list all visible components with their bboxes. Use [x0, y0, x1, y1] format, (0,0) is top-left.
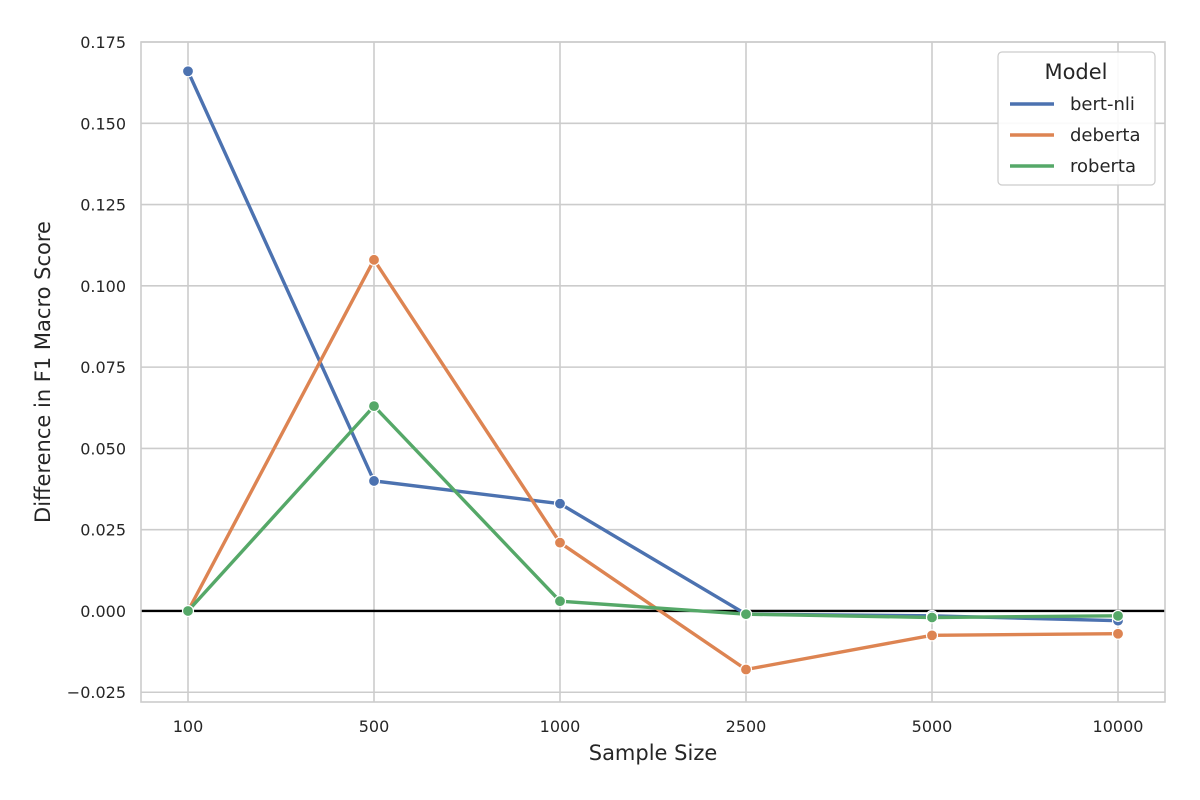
- data-point-deberta: [553, 536, 567, 549]
- legend-items: bert-nli deberta roberta: [1010, 94, 1141, 177]
- data-point-roberta: [739, 608, 753, 621]
- y-tick-label: 0.075: [80, 358, 126, 377]
- x-axis-title: Sample Size: [589, 741, 718, 765]
- plot-frame: [140, 41, 1166, 703]
- data-point-deberta: [367, 253, 381, 266]
- y-tick-label: 0.150: [80, 114, 126, 133]
- y-tick-label: 0.025: [80, 521, 126, 540]
- legend-label-deberta: deberta: [1070, 125, 1141, 146]
- y-tick-label: −0.025: [67, 683, 126, 702]
- data-point-roberta: [367, 400, 381, 413]
- data-point-roberta: [181, 604, 195, 618]
- data-point-roberta: [553, 595, 567, 608]
- y-tick-labels: −0.025 0.000 0.025 0.050 0.075 0.100 0.125 0.15…: [67, 33, 126, 702]
- data-point-deberta: [1111, 627, 1125, 640]
- series-line-roberta: [186, 404, 1120, 620]
- legend-label-roberta: roberta: [1070, 156, 1136, 177]
- series-bert-nli: [181, 65, 1125, 627]
- x-tick-label: 2500: [726, 717, 767, 736]
- x-tick-label: 100: [173, 717, 204, 736]
- y-tick-label: 0.175: [80, 33, 126, 52]
- x-tick-label: 5000: [912, 717, 953, 736]
- y-axis-title: Difference in F1 Macro Score: [31, 221, 55, 523]
- legend: Model bert-nli deberta roberta: [997, 51, 1156, 186]
- x-tick-label: 1000: [540, 717, 581, 736]
- data-point-bert-nli: [181, 65, 195, 78]
- data-point-roberta: [1111, 609, 1125, 622]
- legend-label-bert-nli: bert-nli: [1070, 94, 1135, 115]
- y-tick-label: 0.000: [80, 602, 126, 621]
- data-point-deberta: [739, 663, 753, 676]
- x-tick-labels: 100 500 1000 2500 5000 10000: [173, 717, 1144, 736]
- series-roberta: [181, 400, 1125, 624]
- data-point-bert-nli: [367, 474, 381, 488]
- grid-layer: [141, 41, 1165, 702]
- x-tick-label: 500: [359, 717, 390, 736]
- legend-title: Model: [1044, 60, 1107, 84]
- data-point-roberta: [925, 611, 939, 624]
- data-point-deberta: [925, 629, 939, 642]
- x-tick-label: 10000: [1093, 717, 1144, 736]
- data-point-bert-nli: [553, 497, 567, 510]
- y-tick-label: 0.100: [80, 277, 126, 296]
- legend-box: [997, 51, 1156, 186]
- y-tick-label: 0.125: [80, 196, 126, 215]
- series-layer: [181, 65, 1125, 676]
- y-tick-label: 0.050: [80, 439, 126, 458]
